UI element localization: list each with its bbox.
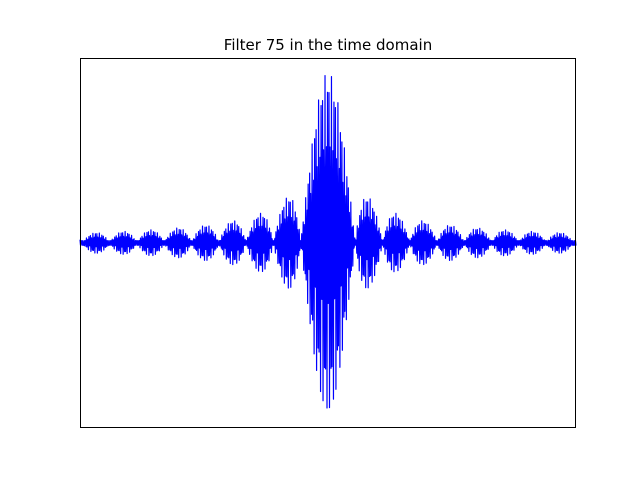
- plot-area: [79, 75, 577, 409]
- plot-frame: [80, 58, 576, 428]
- series-line-filter-75: [79, 75, 577, 409]
- chart-title: Filter 75 in the time domain: [224, 36, 432, 54]
